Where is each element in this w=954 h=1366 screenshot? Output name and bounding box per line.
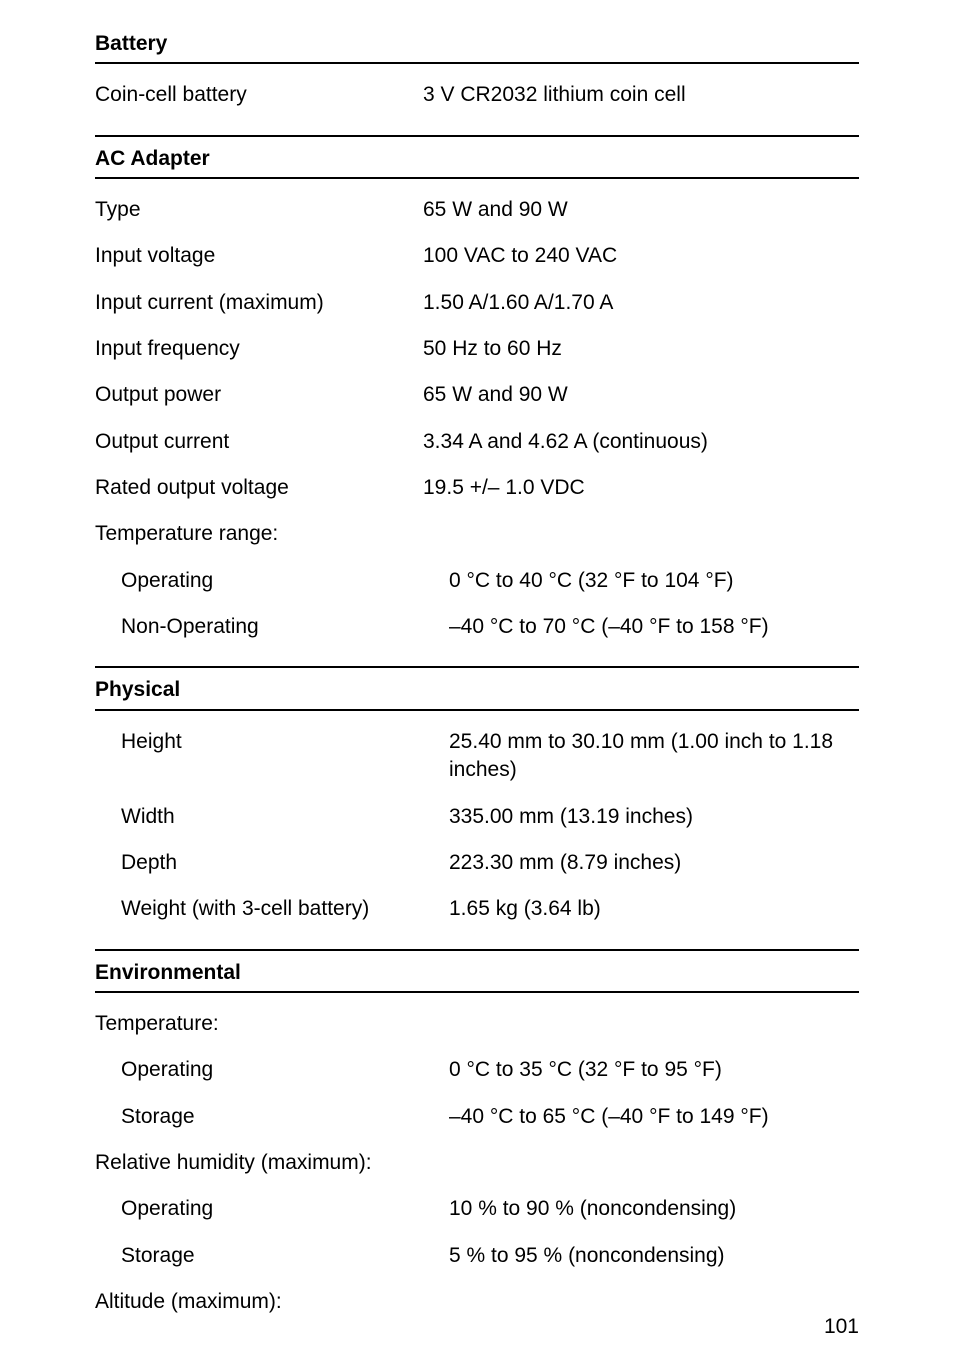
label-ac-input-frequency: Input frequency — [95, 335, 423, 363]
page-number: 101 — [824, 1313, 859, 1341]
value-ac-temp-nonoperating: –40 °C to 70 °C (–40 °F to 158 °F) — [449, 613, 859, 641]
value-env-temperature — [423, 1010, 859, 1038]
value-phys-height: 25.40 mm to 30.10 mm (1.00 inch to 1.18 … — [449, 728, 859, 785]
row-ac-type: Type 65 W and 90 W — [95, 187, 859, 233]
value-ac-input-voltage: 100 VAC to 240 VAC — [423, 242, 859, 270]
label-env-rh-operating: Operating — [95, 1195, 449, 1223]
row-ac-input-frequency: Input frequency 50 Hz to 60 Hz — [95, 326, 859, 372]
value-ac-output-power: 65 W and 90 W — [423, 381, 859, 409]
row-env-temperature: Temperature: — [95, 1001, 859, 1047]
value-phys-width: 335.00 mm (13.19 inches) — [449, 803, 859, 831]
label-phys-weight: Weight (with 3-cell battery) — [95, 895, 449, 923]
value-env-rel-humidity — [423, 1149, 859, 1177]
label-ac-rated-output-voltage: Rated output voltage — [95, 474, 423, 502]
row-ac-input-voltage: Input voltage 100 VAC to 240 VAC — [95, 233, 859, 279]
value-env-temp-operating: 0 °C to 35 °C (32 °F to 95 °F) — [449, 1056, 859, 1084]
section-header-environmental: Environmental — [95, 949, 859, 993]
section-header-physical: Physical — [95, 666, 859, 710]
value-ac-temp-range — [423, 520, 859, 548]
value-env-temp-storage: –40 °C to 65 °C (–40 °F to 149 °F) — [449, 1103, 859, 1131]
label-coin-cell-battery: Coin-cell battery — [95, 81, 423, 109]
value-ac-input-current: 1.50 A/1.60 A/1.70 A — [423, 289, 859, 317]
row-env-rh-storage: Storage 5 % to 95 % (noncondensing) — [95, 1233, 859, 1279]
row-battery-coin-cell: Coin-cell battery 3 V CR2032 lithium coi… — [95, 72, 859, 118]
label-env-temp-operating: Operating — [95, 1056, 449, 1084]
label-ac-type: Type — [95, 196, 423, 224]
label-phys-depth: Depth — [95, 849, 449, 877]
row-ac-output-current: Output current 3.34 A and 4.62 A (contin… — [95, 419, 859, 465]
value-ac-temp-operating: 0 °C to 40 °C (32 °F to 104 °F) — [449, 567, 859, 595]
value-ac-rated-output-voltage: 19.5 +/– 1.0 VDC — [423, 474, 859, 502]
value-ac-input-frequency: 50 Hz to 60 Hz — [423, 335, 859, 363]
row-ac-temp-range: Temperature range: — [95, 511, 859, 557]
label-env-rh-storage: Storage — [95, 1242, 449, 1270]
label-ac-input-current: Input current (maximum) — [95, 289, 423, 317]
section-header-battery: Battery — [95, 30, 859, 64]
label-ac-temp-operating: Operating — [95, 567, 449, 595]
value-coin-cell-battery: 3 V CR2032 lithium coin cell — [423, 81, 859, 109]
label-ac-temp-nonoperating: Non-Operating — [95, 613, 449, 641]
value-phys-weight: 1.65 kg (3.64 lb) — [449, 895, 859, 923]
label-phys-width: Width — [95, 803, 449, 831]
row-env-altitude: Altitude (maximum): — [95, 1279, 859, 1325]
value-env-altitude — [423, 1288, 859, 1316]
label-ac-input-voltage: Input voltage — [95, 242, 423, 270]
row-ac-input-current: Input current (maximum) 1.50 A/1.60 A/1.… — [95, 280, 859, 326]
row-ac-temp-nonoperating: Non-Operating –40 °C to 70 °C (–40 °F to… — [95, 604, 859, 650]
label-phys-height: Height — [95, 728, 449, 785]
row-env-temp-storage: Storage –40 °C to 65 °C (–40 °F to 149 °… — [95, 1094, 859, 1140]
row-env-rh-operating: Operating 10 % to 90 % (noncondensing) — [95, 1186, 859, 1232]
row-ac-temp-operating: Operating 0 °C to 40 °C (32 °F to 104 °F… — [95, 558, 859, 604]
row-phys-depth: Depth 223.30 mm (8.79 inches) — [95, 840, 859, 886]
label-env-temp-storage: Storage — [95, 1103, 449, 1131]
label-ac-output-current: Output current — [95, 428, 423, 456]
row-env-rel-humidity: Relative humidity (maximum): — [95, 1140, 859, 1186]
row-phys-weight: Weight (with 3-cell battery) 1.65 kg (3.… — [95, 886, 859, 932]
label-env-rel-humidity: Relative humidity (maximum): — [95, 1149, 423, 1177]
row-ac-output-power: Output power 65 W and 90 W — [95, 372, 859, 418]
value-env-rh-operating: 10 % to 90 % (noncondensing) — [449, 1195, 859, 1223]
row-phys-width: Width 335.00 mm (13.19 inches) — [95, 794, 859, 840]
value-ac-type: 65 W and 90 W — [423, 196, 859, 224]
section-header-ac-adapter: AC Adapter — [95, 135, 859, 179]
label-env-temperature: Temperature: — [95, 1010, 423, 1038]
row-ac-rated-output-voltage: Rated output voltage 19.5 +/– 1.0 VDC — [95, 465, 859, 511]
label-env-altitude: Altitude (maximum): — [95, 1288, 423, 1316]
row-env-temp-operating: Operating 0 °C to 35 °C (32 °F to 95 °F) — [95, 1047, 859, 1093]
row-phys-height: Height 25.40 mm to 30.10 mm (1.00 inch t… — [95, 719, 859, 794]
label-ac-temp-range: Temperature range: — [95, 520, 423, 548]
value-env-rh-storage: 5 % to 95 % (noncondensing) — [449, 1242, 859, 1270]
value-phys-depth: 223.30 mm (8.79 inches) — [449, 849, 859, 877]
value-ac-output-current: 3.34 A and 4.62 A (continuous) — [423, 428, 859, 456]
label-ac-output-power: Output power — [95, 381, 423, 409]
